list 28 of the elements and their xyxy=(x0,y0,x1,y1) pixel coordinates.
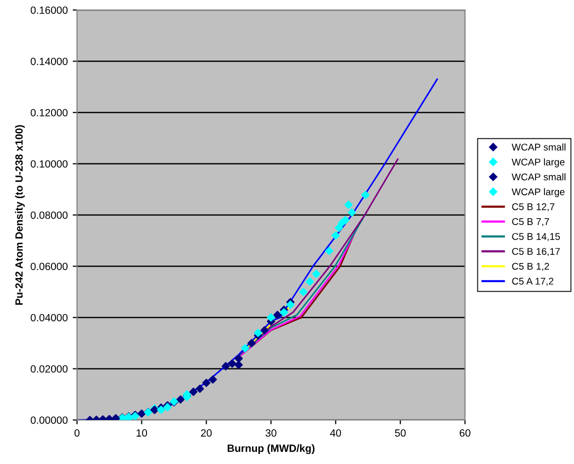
x-tick-label: 10 xyxy=(136,429,148,437)
y-tick-label: 0.10000 xyxy=(30,160,68,168)
x-tick-label: 40 xyxy=(330,429,342,437)
legend-label: WCAP small xyxy=(512,173,566,180)
legend-label: C5 B 12,7 xyxy=(512,203,554,212)
x-axis-title: Burnup (MWD/kg) xyxy=(228,444,314,454)
legend-label: C5 B 16,17 xyxy=(512,248,560,256)
x-tick-label: 30 xyxy=(266,429,276,437)
legend-label: WCAP small xyxy=(512,143,566,151)
legend-label: WCAP large xyxy=(512,158,565,168)
x-tick-label: 60 xyxy=(460,429,470,437)
legend-label: C5 B 7,7 xyxy=(512,218,549,226)
legend-label: WCAP large xyxy=(512,188,565,198)
y-axis-title: Pu-242 Atom Density (to U-238 x100) xyxy=(15,125,25,305)
legend-label: C5 A 17,2 xyxy=(512,278,554,286)
y-tick-label: 0.16000 xyxy=(30,6,68,14)
y-tick-label: 0.06000 xyxy=(30,262,68,270)
y-tick-label: 0.12000 xyxy=(30,109,68,116)
y-tick-label: 0.00000 xyxy=(30,416,68,424)
x-tick-label: 20 xyxy=(201,429,212,437)
legend-label: C5 B 14,15 xyxy=(512,233,560,242)
x-tick-label: 50 xyxy=(394,429,406,437)
legend-label: C5 B 1,2 xyxy=(512,262,549,271)
x-tick-label: 0 xyxy=(74,429,80,437)
y-tick-label: 0.02000 xyxy=(30,365,68,373)
y-tick-label: 0.08000 xyxy=(30,212,68,219)
y-tick-label: 0.04000 xyxy=(30,314,68,322)
y-tick-label: 0.14000 xyxy=(30,58,68,66)
